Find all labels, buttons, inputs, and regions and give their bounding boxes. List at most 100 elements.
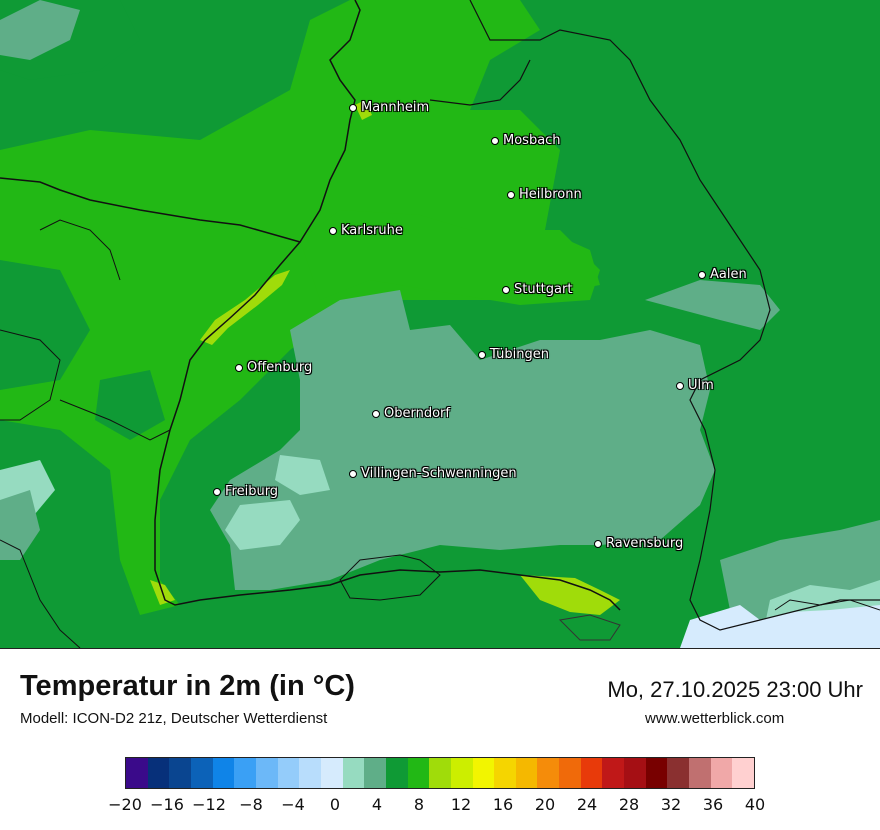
legend-swatch [234,758,256,788]
city-marker-icon [502,285,510,294]
legend-tick-label: 36 [702,795,724,814]
austria-border [774,599,880,611]
city-mosbach: Mosbach [491,133,561,148]
legend-tick-label: 24 [576,795,598,814]
legend-tick-label: −16 [150,795,184,814]
legend-tick-label: 0 [329,795,341,814]
legend-tick-label: 4 [371,795,383,814]
legend-swatch [147,758,170,788]
city-villingen-schwenningen: Villingen-Schwenningen [349,466,517,481]
legend-swatch [689,758,711,788]
legend-tick-label: 28 [618,795,640,814]
city-ravensburg: Ravensburg [594,536,683,551]
city-marker-icon [213,487,221,496]
legend-swatch [710,758,733,788]
city-oberndorf: Oberndorf [372,406,450,421]
legend-tick-label: 16 [492,795,514,814]
legend-swatch [342,758,365,788]
east-cool-patch [645,280,780,330]
city-marker-icon [676,381,684,390]
legend-swatch [580,758,603,788]
legend-tick-label: −8 [239,795,263,814]
legend-swatch [407,758,430,788]
mint-patch-2 [275,455,330,495]
legend-swatch [126,758,148,788]
legend-swatch [732,758,755,788]
city-marker-icon [372,409,380,418]
legend-swatch [169,758,191,788]
city-marker-icon [349,103,357,112]
city-marker-icon [329,226,337,235]
legend-swatch [320,758,343,788]
legend-swatch [645,758,668,788]
model-info: Modell: ICON-D2 21z, Deutscher Wetterdie… [20,710,328,727]
temperature-map[interactable]: Mannheim Mosbach Heilbronn Karlsruhe Aal… [0,0,880,649]
legend-swatch [537,758,560,788]
state-border-north [429,59,531,106]
border-west-2 [59,399,171,441]
legend-tick-label: −4 [281,795,305,814]
legend-swatch [472,758,495,788]
legend-swatch [515,758,538,788]
city-marker-icon [698,270,706,279]
border-west-1 [0,329,61,421]
city-marker-icon [594,539,602,548]
city-karlsruhe: Karlsruhe [329,223,403,238]
lake-constance [558,614,621,641]
legend-swatch [429,758,451,788]
legend-swatch [602,758,625,788]
city-marker-icon [349,469,357,478]
city-marker-icon [491,136,499,145]
rhine-warm-strip [200,270,290,345]
color-legend [125,757,755,789]
legend-swatch [667,758,690,788]
legend-swatch [559,758,581,788]
legend-swatch [212,758,235,788]
forecast-datetime: Mo, 27.10.2025 23:00 Uhr [607,677,863,702]
forest-dark-2 [0,260,90,390]
legend-tick-label: −20 [108,795,142,814]
city-stuttgart: Stuttgart [502,282,572,297]
border-west-3 [0,539,81,648]
legend-tick-label: 8 [413,795,425,814]
city-marker-icon [235,363,243,372]
mint-patch-1 [225,500,300,550]
legend-tick-label: 12 [450,795,472,814]
neckar-area [300,210,600,305]
national-border [0,0,361,243]
legend-swatch [385,758,408,788]
city-mannheim: Mannheim [349,100,429,115]
city-offenburg: Offenburg [235,360,312,375]
map-title: Temperatur in 2m (in °C) [20,670,355,702]
legend-swatch [364,758,386,788]
city-tuebingen: Tübingen [478,347,549,362]
legend-swatch [255,758,278,788]
city-heilbronn: Heilbronn [507,187,582,202]
legend-swatch [494,758,516,788]
legend-swatch [299,758,321,788]
legend-swatch [190,758,213,788]
rhine-border [154,241,621,611]
rhine-valley-area [0,0,600,615]
hills-teal-west-2 [0,490,40,560]
city-freiburg: Freiburg [213,484,278,499]
border-west-4 [39,219,121,281]
city-marker-icon [507,190,515,199]
legend-tick-label: −12 [192,795,226,814]
legend-tick-label: 40 [744,795,766,814]
city-marker-icon [478,350,486,359]
map-canvas [0,0,880,648]
swiss-border [339,554,441,601]
mannheim-warm [355,100,372,120]
city-ulm: Ulm [676,378,714,393]
forest-dark-3 [95,370,165,440]
legend-swatch [624,758,646,788]
legend-swatch [450,758,473,788]
state-border-east [469,0,880,631]
upland-cool-area [210,290,715,590]
legend-tick-label: 20 [534,795,556,814]
website-link[interactable]: www.wetterblick.com [645,710,785,727]
city-aalen: Aalen [698,267,747,282]
legend-tick-label: 32 [660,795,682,814]
legend-ticks: −20 −16 −12 −8 −4 0 4 8 12 16 20 24 28 32 36 40 [0,795,880,819]
